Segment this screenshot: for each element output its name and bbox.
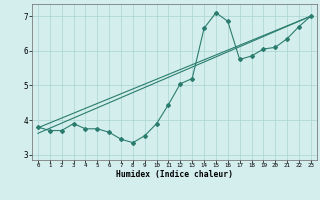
X-axis label: Humidex (Indice chaleur): Humidex (Indice chaleur)	[116, 170, 233, 179]
